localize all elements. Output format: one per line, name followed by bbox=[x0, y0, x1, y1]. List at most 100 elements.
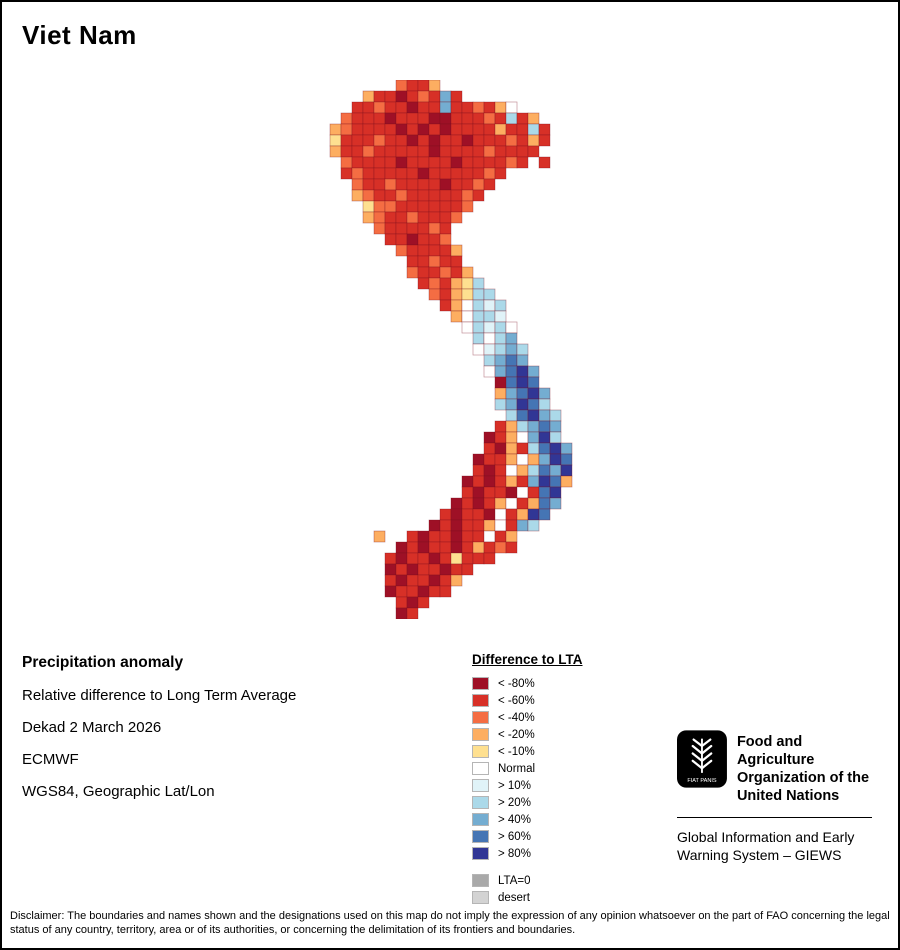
map-cell bbox=[395, 552, 408, 565]
map-cell bbox=[439, 112, 452, 125]
legend-title: Difference to LTA bbox=[472, 652, 583, 667]
map-cell bbox=[505, 112, 518, 125]
vietnam-map-svg bbox=[329, 79, 573, 620]
legend-label: > 20% bbox=[498, 796, 531, 809]
map-cell bbox=[516, 519, 529, 532]
map-cell bbox=[406, 530, 419, 543]
map-cell bbox=[516, 343, 529, 356]
map-cell bbox=[362, 189, 375, 202]
map-cell bbox=[483, 442, 496, 455]
map-cell bbox=[362, 134, 375, 147]
map-cell bbox=[549, 442, 562, 455]
map-cell bbox=[406, 552, 419, 565]
map-cell bbox=[417, 596, 430, 609]
map-cell bbox=[384, 585, 397, 598]
map-cell bbox=[527, 376, 540, 389]
map-cell bbox=[549, 420, 562, 433]
map-cell bbox=[538, 409, 551, 422]
map-cell bbox=[362, 167, 375, 180]
legend-swatch bbox=[472, 694, 489, 707]
map-cell bbox=[450, 497, 463, 510]
page-title: Viet Nam bbox=[22, 20, 137, 50]
legend-swatch bbox=[472, 891, 489, 904]
map-cell bbox=[428, 211, 441, 224]
map-cell bbox=[538, 134, 551, 147]
map-cell bbox=[417, 79, 430, 92]
map-cell bbox=[395, 145, 408, 158]
map-cell bbox=[384, 90, 397, 103]
map-cell bbox=[340, 145, 353, 158]
map-cell bbox=[516, 145, 529, 158]
map-cell bbox=[395, 189, 408, 202]
map-cell bbox=[472, 497, 485, 510]
map-cell bbox=[472, 464, 485, 477]
map-cell bbox=[505, 321, 518, 334]
map-cell bbox=[406, 156, 419, 169]
legend-item: > 20% bbox=[472, 794, 632, 811]
map-cell bbox=[395, 101, 408, 114]
map-cell bbox=[439, 299, 452, 312]
map-cell bbox=[417, 552, 430, 565]
disclaimer-text: Disclaimer: The boundaries and names sho… bbox=[10, 910, 890, 936]
map-cell bbox=[516, 156, 529, 169]
vietnam-map bbox=[308, 79, 594, 620]
map-cell bbox=[428, 530, 441, 543]
map-cell bbox=[450, 552, 463, 565]
map-cell bbox=[450, 541, 463, 554]
map-cell bbox=[494, 519, 507, 532]
map-cell bbox=[417, 101, 430, 114]
map-cell bbox=[538, 497, 551, 510]
map-cell bbox=[516, 112, 529, 125]
map-cell bbox=[472, 156, 485, 169]
map-cell bbox=[483, 332, 496, 345]
map-cell bbox=[395, 244, 408, 257]
map-cell bbox=[406, 211, 419, 224]
map-cell bbox=[483, 321, 496, 334]
map-cell bbox=[494, 453, 507, 466]
map-cell bbox=[505, 431, 518, 444]
map-cell bbox=[351, 123, 364, 136]
legend-item: > 80% bbox=[472, 845, 632, 862]
map-cell bbox=[417, 255, 430, 268]
legend-item: > 60% bbox=[472, 828, 632, 845]
map-cell bbox=[373, 145, 386, 158]
map-cell bbox=[505, 134, 518, 147]
map-cell bbox=[527, 519, 540, 532]
map-cell bbox=[494, 310, 507, 323]
map-cell bbox=[384, 145, 397, 158]
giews-subtitle-line2: Warning System – GIEWS bbox=[677, 847, 842, 863]
legend-item: desert bbox=[472, 889, 632, 906]
map-cell bbox=[516, 123, 529, 136]
map-cell bbox=[472, 277, 485, 290]
map-cell bbox=[395, 233, 408, 246]
map-cell bbox=[351, 156, 364, 169]
map-cell bbox=[494, 134, 507, 147]
map-cell bbox=[417, 222, 430, 235]
map-cell bbox=[439, 101, 452, 114]
map-cell bbox=[549, 475, 562, 488]
map-cell bbox=[417, 178, 430, 191]
map-cell bbox=[384, 552, 397, 565]
map-cell bbox=[494, 464, 507, 477]
map-cell bbox=[406, 178, 419, 191]
map-cell bbox=[527, 464, 540, 477]
map-cell bbox=[472, 299, 485, 312]
map-cell bbox=[439, 255, 452, 268]
map-cell bbox=[494, 442, 507, 455]
map-cell bbox=[461, 530, 474, 543]
map-cell bbox=[494, 431, 507, 444]
map-cell bbox=[373, 178, 386, 191]
map-cell bbox=[494, 398, 507, 411]
map-cell bbox=[351, 134, 364, 147]
map-cell bbox=[494, 475, 507, 488]
map-cell bbox=[340, 156, 353, 169]
map-cell bbox=[450, 244, 463, 257]
map-cell bbox=[516, 453, 529, 466]
map-cell bbox=[384, 563, 397, 576]
legend-swatch bbox=[472, 677, 489, 690]
map-cell bbox=[505, 442, 518, 455]
map-cell bbox=[362, 178, 375, 191]
map-cell bbox=[494, 332, 507, 345]
map-cell bbox=[483, 299, 496, 312]
